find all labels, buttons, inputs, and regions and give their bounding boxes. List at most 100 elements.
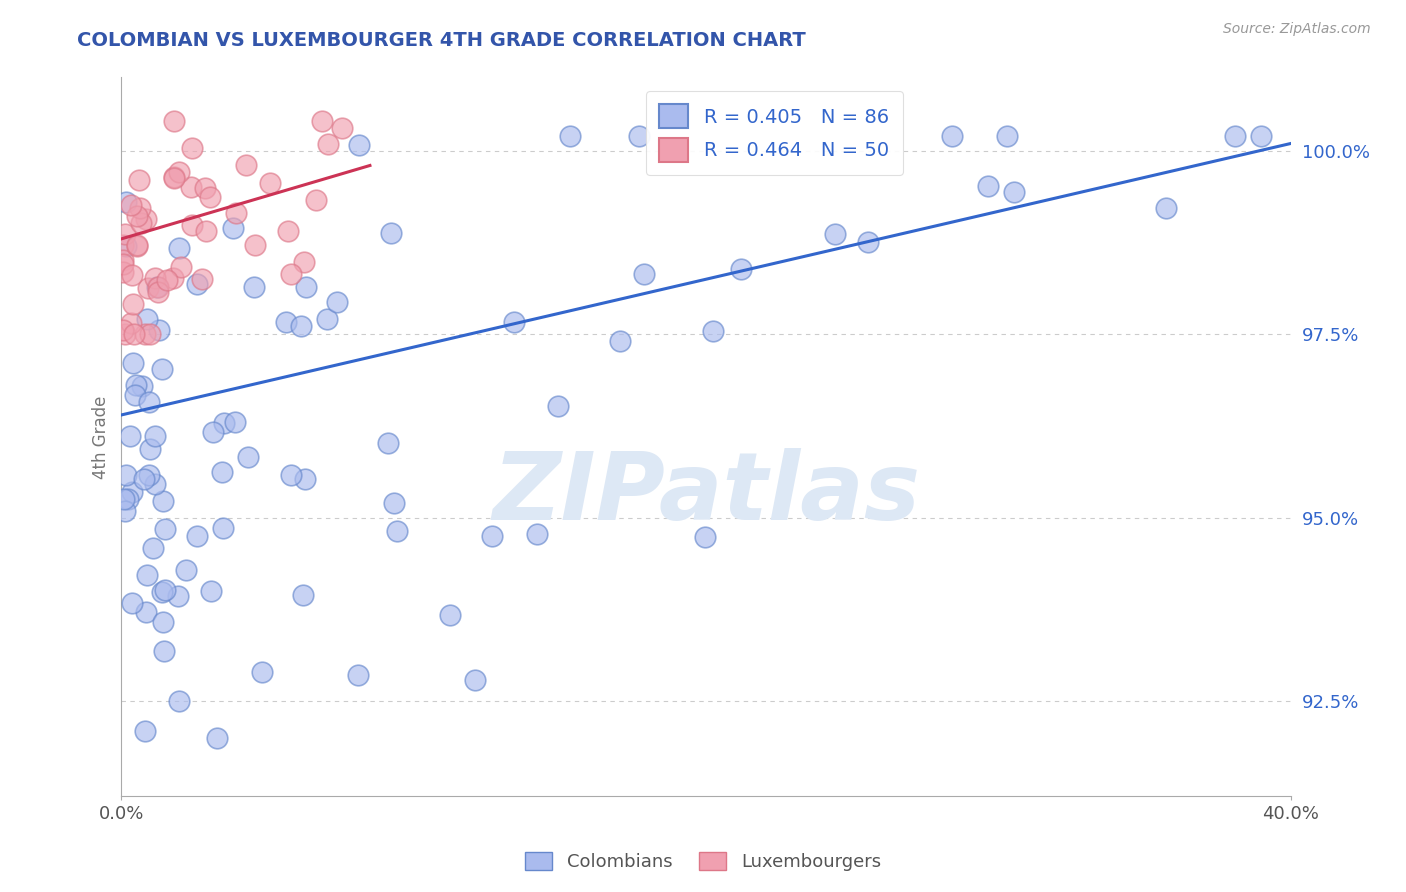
- Point: [1223, 129, 1246, 144]
- Point: [167, 589, 190, 603]
- Point: [560, 129, 582, 144]
- Point: [148, 285, 170, 299]
- Point: [150, 585, 173, 599]
- Point: [124, 378, 146, 392]
- Point: [186, 277, 208, 291]
- Point: [259, 177, 281, 191]
- Point: [180, 180, 202, 194]
- Point: [995, 129, 1018, 144]
- Point: [311, 114, 333, 128]
- Point: [111, 265, 134, 279]
- Point: [609, 334, 631, 348]
- Point: [155, 522, 177, 536]
- Point: [250, 665, 273, 679]
- Point: [170, 260, 193, 275]
- Point: [122, 327, 145, 342]
- Point: [290, 318, 312, 333]
- Point: [292, 254, 315, 268]
- Point: [277, 224, 299, 238]
- Point: [280, 468, 302, 483]
- Point: [325, 294, 347, 309]
- Legend: Colombians, Luxembourgers: Colombians, Luxembourgers: [517, 845, 889, 879]
- Point: [138, 394, 160, 409]
- Point: [200, 584, 222, 599]
- Point: [628, 129, 651, 144]
- Point: [120, 198, 142, 212]
- Point: [121, 595, 143, 609]
- Point: [153, 583, 176, 598]
- Point: [236, 450, 259, 464]
- Point: [162, 271, 184, 285]
- Text: ZIPatlas: ZIPatlas: [492, 449, 920, 541]
- Point: [464, 673, 486, 688]
- Point: [167, 241, 190, 255]
- Point: [122, 296, 145, 310]
- Point: [120, 316, 142, 330]
- Point: [153, 643, 176, 657]
- Point: [633, 268, 655, 282]
- Point: [124, 388, 146, 402]
- Point: [198, 190, 221, 204]
- Point: [695, 531, 717, 545]
- Point: [292, 588, 315, 602]
- Point: [380, 227, 402, 241]
- Point: [382, 496, 405, 510]
- Point: [730, 261, 752, 276]
- Point: [316, 136, 339, 151]
- Point: [148, 323, 170, 337]
- Point: [330, 120, 353, 135]
- Point: [346, 668, 368, 682]
- Y-axis label: 4th Grade: 4th Grade: [93, 395, 110, 479]
- Point: [212, 521, 235, 535]
- Point: [387, 524, 409, 538]
- Point: [1002, 185, 1025, 199]
- Point: [128, 172, 150, 186]
- Point: [139, 327, 162, 342]
- Point: [181, 141, 204, 155]
- Point: [111, 323, 134, 337]
- Point: [176, 563, 198, 577]
- Point: [235, 158, 257, 172]
- Point: [136, 568, 159, 582]
- Point: [856, 235, 879, 249]
- Point: [136, 281, 159, 295]
- Point: [114, 227, 136, 241]
- Point: [305, 193, 328, 207]
- Point: [121, 484, 143, 499]
- Point: [139, 442, 162, 456]
- Point: [163, 169, 186, 184]
- Point: [824, 227, 846, 241]
- Point: [377, 436, 399, 450]
- Legend: R = 0.405   N = 86, R = 0.464   N = 50: R = 0.405 N = 86, R = 0.464 N = 50: [645, 91, 903, 175]
- Point: [117, 492, 139, 507]
- Point: [111, 237, 134, 252]
- Point: [547, 400, 569, 414]
- Point: [503, 315, 526, 329]
- Point: [941, 129, 963, 144]
- Point: [143, 271, 166, 285]
- Point: [131, 379, 153, 393]
- Point: [125, 238, 148, 252]
- Point: [205, 731, 228, 745]
- Point: [112, 492, 135, 507]
- Point: [202, 425, 225, 440]
- Point: [294, 472, 316, 486]
- Point: [118, 429, 141, 443]
- Point: [114, 468, 136, 483]
- Point: [125, 209, 148, 223]
- Point: [186, 529, 208, 543]
- Point: [114, 504, 136, 518]
- Point: [115, 239, 138, 253]
- Point: [211, 465, 233, 479]
- Point: [1154, 202, 1177, 216]
- Point: [169, 165, 191, 179]
- Point: [132, 472, 155, 486]
- Point: [146, 280, 169, 294]
- Point: [194, 181, 217, 195]
- Point: [526, 527, 548, 541]
- Point: [315, 311, 337, 326]
- Point: [135, 211, 157, 226]
- Point: [152, 494, 174, 508]
- Point: [243, 280, 266, 294]
- Point: [163, 170, 186, 185]
